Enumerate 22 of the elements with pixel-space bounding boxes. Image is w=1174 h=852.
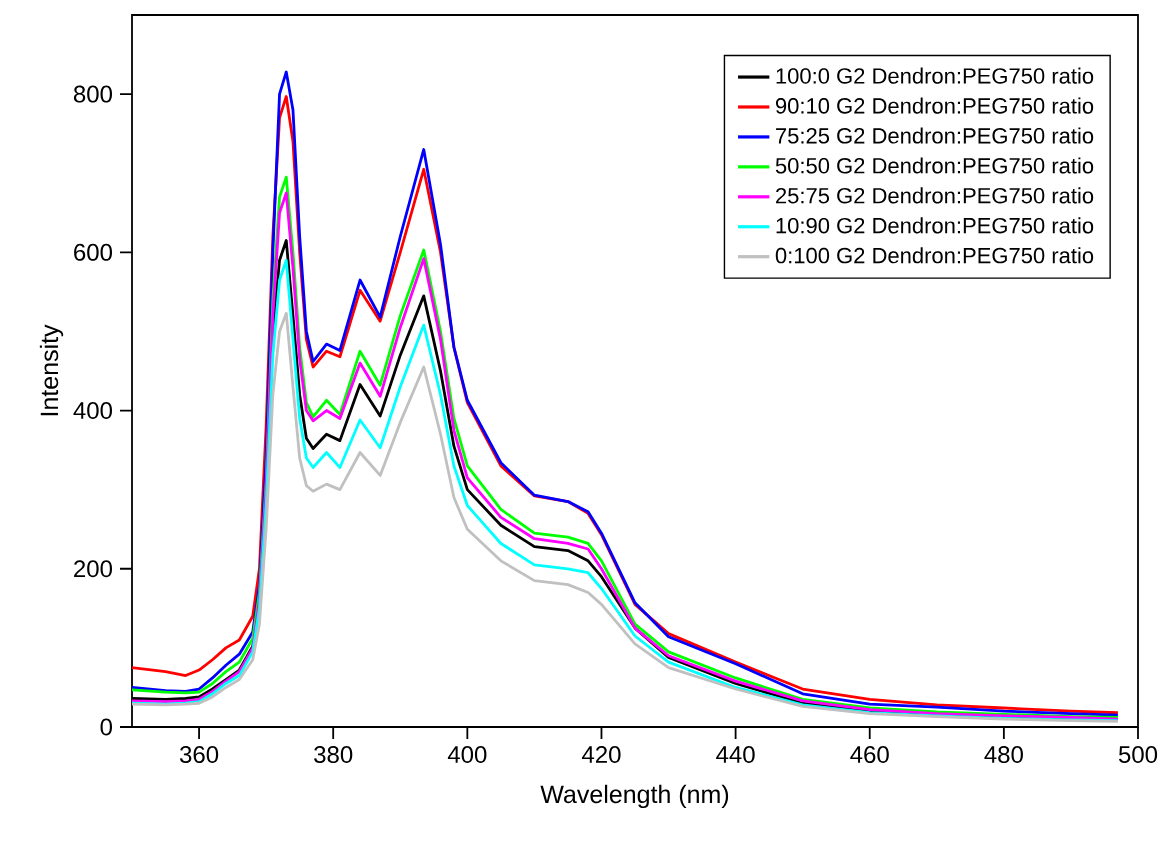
y-tick-label: 200: [74, 560, 113, 578]
x-tick-label: 380: [314, 746, 353, 764]
legend-label: 10:90 G2 Dendron:PEG750 ratio: [776, 217, 1094, 234]
y-tick-label: 0: [100, 718, 113, 736]
legend-label: 100:0 G2 Dendron:PEG750 ratio: [776, 67, 1094, 84]
x-axis-title: Wavelength (nm): [540, 784, 729, 809]
legend-label: 50:50 G2 Dendron:PEG750 ratio: [775, 157, 1094, 174]
y-axis-title: Intensity: [39, 324, 64, 416]
legend-label: 25:75 G2 Dendron:PEG750 ratio: [776, 187, 1094, 204]
y-tick-label: 800: [73, 85, 113, 103]
x-tick-label: 440: [716, 746, 755, 764]
y-tick-label: 400: [73, 402, 113, 420]
x-tick-label: 500: [1118, 746, 1158, 764]
x-tick-label: 420: [582, 746, 621, 764]
x-tick-label: 480: [984, 746, 1023, 764]
x-tick-label: 460: [850, 746, 889, 764]
legend-label: 75:25 G2 Dendron:PEG750 ratio: [776, 127, 1094, 144]
y-tick-label: 600: [74, 243, 113, 261]
legend-label: 0:100 G2 Dendron:PEG750 ratio: [775, 247, 1094, 264]
x-tick-label: 360: [179, 746, 219, 764]
x-tick-label: 400: [447, 746, 487, 764]
legend-label: 90:10 G2 Dendron:PEG750 ratio: [775, 97, 1094, 114]
